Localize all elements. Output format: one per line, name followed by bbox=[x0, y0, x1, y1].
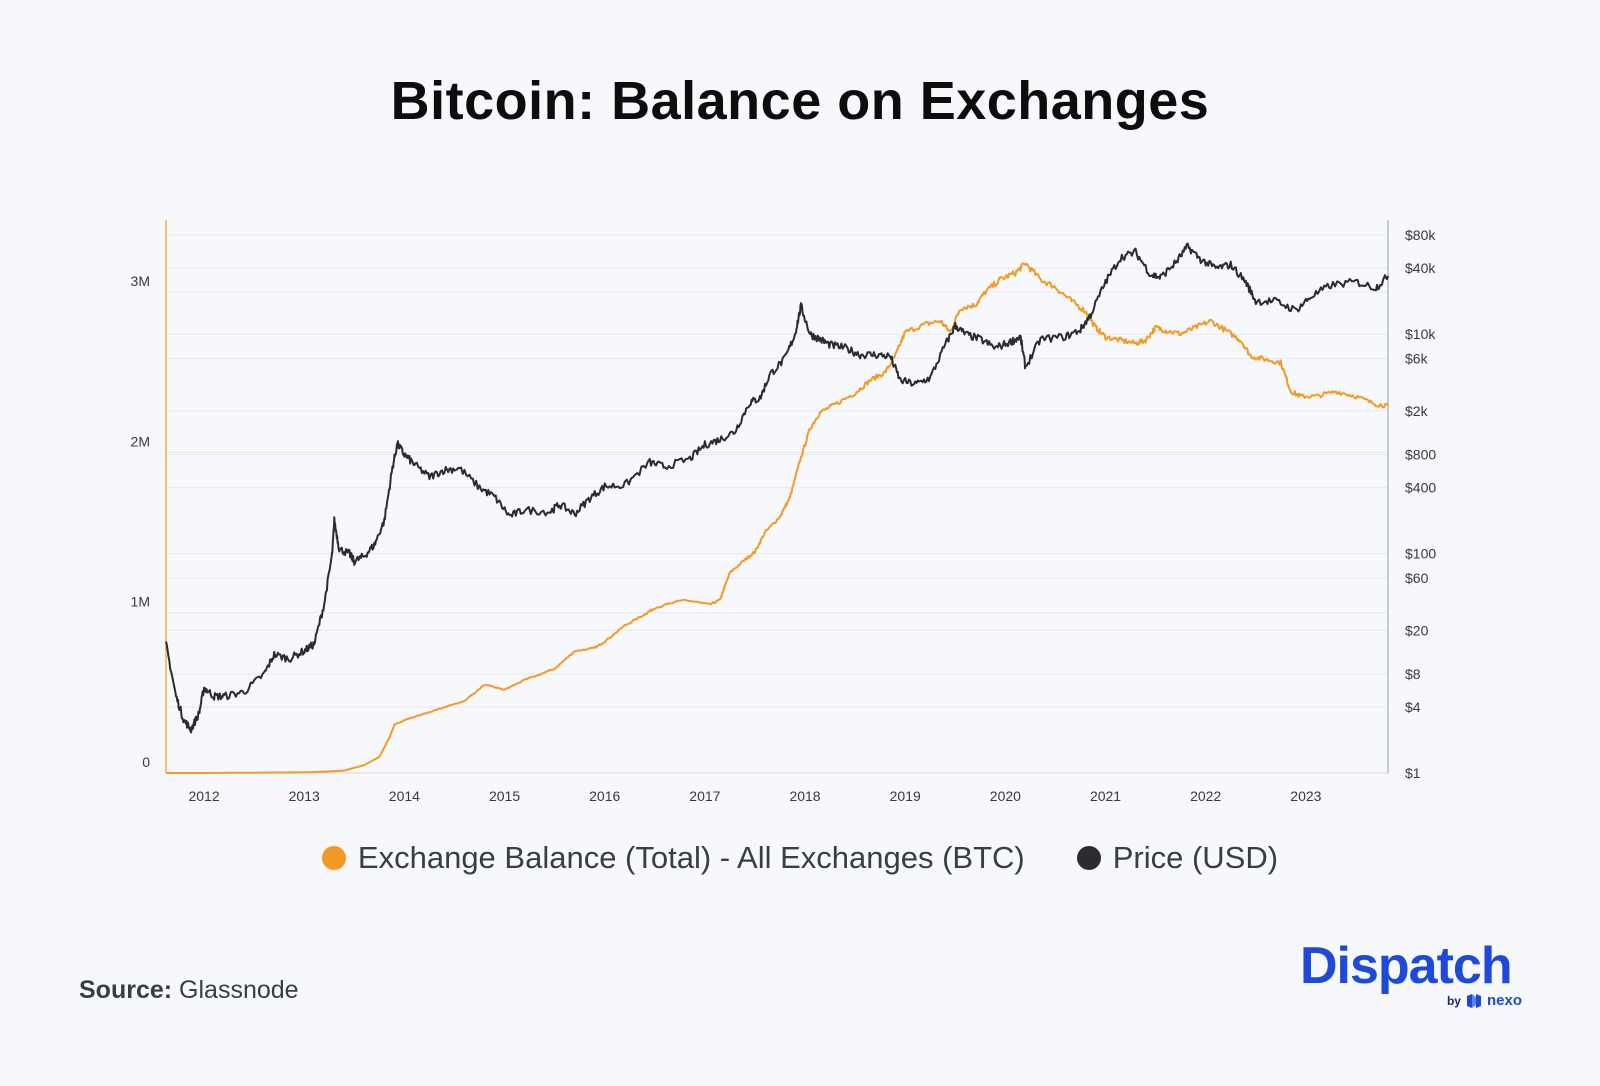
dispatch-logo[interactable]: Dispatch by nexo bbox=[1300, 940, 1530, 1010]
series-line-price bbox=[165, 242, 1389, 734]
legend-item-price[interactable]: Price (USD) bbox=[1076, 840, 1279, 876]
logo-wordmark: Dispatch bbox=[1300, 937, 1513, 995]
x-tick-label: 2023 bbox=[1290, 788, 1321, 804]
legend-label-price: Price (USD) bbox=[1112, 840, 1279, 875]
legend-label-exchange-balance: Exchange Balance (Total) - All Exchanges… bbox=[357, 840, 1025, 875]
y-right-tick-label: $2k bbox=[1405, 403, 1429, 419]
y-right-tick-label: $60 bbox=[1405, 570, 1429, 586]
x-tick-label: 2022 bbox=[1190, 788, 1221, 804]
y-right-tick-label: $20 bbox=[1405, 622, 1429, 638]
y-right-tick-label: $6k bbox=[1405, 351, 1429, 367]
source-note: Source: Glassnode bbox=[79, 976, 299, 1005]
x-tick-label: 2013 bbox=[289, 788, 320, 804]
x-tick-label: 2020 bbox=[990, 788, 1021, 804]
source-value: Glassnode bbox=[179, 976, 299, 1004]
logo-partner: nexo bbox=[1486, 992, 1522, 1009]
series-line-exchange-balance bbox=[166, 262, 1389, 774]
y-left-tick-label: 0 bbox=[142, 754, 150, 770]
series-group bbox=[165, 242, 1389, 774]
logo-byline: by nexo bbox=[1447, 992, 1522, 1009]
x-tick-label: 2021 bbox=[1090, 788, 1121, 804]
y-right-tick-label: $1 bbox=[1405, 765, 1421, 781]
logo-by: by bbox=[1446, 993, 1461, 1008]
y-left-tick-label: 3M bbox=[131, 273, 150, 289]
nexo-logo-icon bbox=[1466, 993, 1481, 1008]
chart-title: Bitcoin: Balance on Exchanges bbox=[390, 71, 1210, 131]
x-tick-label: 2015 bbox=[489, 788, 520, 804]
y-left-tick-label: 1M bbox=[131, 594, 150, 610]
y-right-tick-label: $4 bbox=[1405, 699, 1421, 715]
y-right-tick-label: $400 bbox=[1405, 480, 1436, 496]
x-tick-label: 2017 bbox=[689, 788, 720, 804]
x-tick-label: 2019 bbox=[890, 788, 921, 804]
y-right-tick-label: $10k bbox=[1405, 326, 1436, 342]
x-axis-ticks: 2012 2013 2014 2015 2016 2017 2018 2019 2020 2021… bbox=[188, 788, 1321, 804]
x-tick-label: 2014 bbox=[389, 788, 420, 804]
x-tick-label: 2016 bbox=[589, 788, 620, 804]
grid-lines bbox=[166, 234, 1388, 774]
y-right-tick-label: $800 bbox=[1405, 447, 1436, 463]
x-tick-label: 2012 bbox=[188, 788, 219, 804]
y-right-tick-label: $40k bbox=[1405, 260, 1436, 276]
legend: Exchange Balance (Total) - All Exchanges… bbox=[0, 840, 1600, 876]
y-axis-right-ticks: $1 $4 $8 $20 $60 $100 $400 $800 $2k $6k $10k $40k $8… bbox=[1405, 227, 1436, 781]
y-axis-left-ticks: 0 1M 2M 3M bbox=[131, 273, 151, 770]
axes bbox=[165, 220, 1389, 774]
y-left-tick-label: 2M bbox=[131, 433, 150, 449]
x-tick-label: 2018 bbox=[789, 788, 820, 804]
legend-swatch-exchange-balance bbox=[321, 846, 346, 870]
source-label: Source: bbox=[79, 976, 173, 1004]
y-right-tick-label: $8 bbox=[1405, 666, 1421, 682]
y-right-tick-label: $100 bbox=[1405, 546, 1436, 562]
legend-item-exchange-balance[interactable]: Exchange Balance (Total) - All Exchanges… bbox=[321, 840, 1025, 876]
legend-swatch-price bbox=[1076, 846, 1101, 870]
y-right-tick-label: $80k bbox=[1405, 227, 1436, 243]
